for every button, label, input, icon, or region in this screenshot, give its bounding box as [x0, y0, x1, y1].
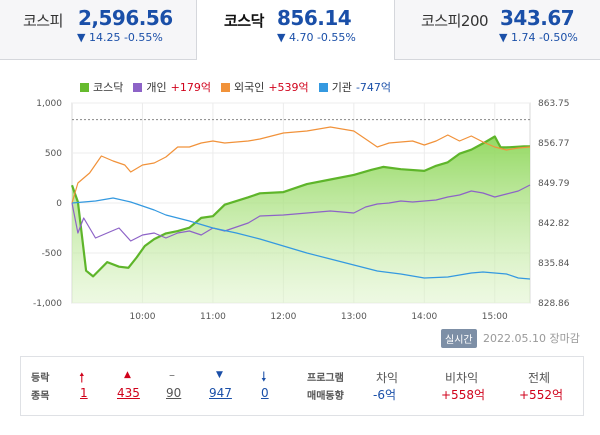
tab-kospi[interactable]: 코스피 2,596.56 ▼ 14.25 -0.55%: [0, 0, 197, 60]
y-right-tick: 835.84: [538, 259, 570, 269]
tab-kospi200-name: 코스피200: [421, 12, 489, 30]
lower-limit-icon: 🠗: [261, 370, 267, 385]
tab-kosdaq-name: 코스닥: [224, 12, 264, 30]
rise-icon: ▲: [124, 370, 131, 380]
realtime-badge[interactable]: 실시간: [441, 329, 477, 348]
flat-icon: –: [169, 368, 175, 382]
arbitrage-label: 차익: [376, 371, 399, 385]
non-arbitrage-label: 비차익: [445, 371, 479, 385]
series-lines: [70, 126, 531, 280]
tab-kospi200[interactable]: 코스피200 343.67 ▼ 1.74 -0.50%: [394, 0, 600, 60]
x-tick: 13:00: [341, 312, 367, 322]
upper-limit-count[interactable]: 1: [80, 386, 88, 400]
legend-foreign-swatch: [220, 82, 230, 92]
y-right-tick: 849.79: [538, 179, 570, 189]
legend-individual: 개인 +179억: [133, 79, 211, 95]
y-axis-left: 1,000 500 0 -500 -1,000: [33, 99, 62, 309]
non-arbitrage-value: +558억: [441, 388, 485, 402]
market-breadth-panel: 등락 종목 🠕 1 ▲ 435 – 90 ▼ 947 🠗 0 프로그램 매매동향…: [20, 356, 584, 416]
tab-kospi200-change: ▼ 1.74 -0.50%: [499, 31, 578, 44]
y-left-tick: -500: [42, 249, 63, 259]
x-tick: 15:00: [482, 312, 508, 322]
tab-kosdaq-value: 856.14: [277, 6, 352, 30]
breadth-label-1: 등락: [31, 373, 50, 384]
tab-kospi-change: ▼ 14.25 -0.55%: [77, 31, 163, 44]
chart-legend: 코스닥 개인 +179억 외국인 +539억 기관 -747억: [80, 79, 391, 95]
tab-kosdaq-change: ▼ 4.70 -0.55%: [277, 31, 356, 44]
fall-count[interactable]: 947: [209, 386, 232, 400]
legend-institution-label: 기관: [331, 81, 352, 94]
legend-foreign-value: +539억: [268, 81, 309, 94]
arbitrage-value: -6억: [373, 388, 397, 402]
institution-line: [71, 197, 531, 280]
y-left-tick: 0: [56, 199, 62, 209]
x-tick: 12:00: [270, 312, 296, 322]
market-date: 2022.05.10 장마감: [483, 332, 580, 345]
fall-icon: ▼: [216, 370, 223, 380]
legend-individual-value: +179억: [170, 81, 211, 94]
y-left-tick: -1,000: [33, 299, 62, 309]
tab-kospi-name: 코스피: [23, 12, 63, 30]
tab-kosdaq[interactable]: 코스닥 856.14 ▼ 4.70 -0.55%: [197, 0, 394, 60]
foreign-line: [71, 126, 531, 204]
x-axis: 10:00 11:00 12:00 13:00 14:00 15:00: [129, 312, 508, 322]
y-left-tick: 1,000: [36, 99, 62, 109]
kosdaq-area: [72, 136, 530, 303]
legend-individual-label: 개인: [146, 81, 167, 94]
legend-institution: 기관 -747억: [318, 79, 392, 95]
program-label-2: 매매동향: [307, 391, 344, 402]
y-right-tick: 856.77: [538, 139, 570, 149]
legend-kosdaq: 코스닥: [80, 79, 123, 95]
x-tick: 10:00: [129, 312, 155, 322]
individual-line: [71, 184, 531, 242]
kosdaq-line: [70, 135, 530, 278]
legend-institution-swatch: [318, 82, 328, 92]
y-right-tick: 863.75: [538, 99, 570, 109]
tab-kospi200-value: 343.67: [500, 6, 575, 30]
legend-individual-swatch: [133, 82, 143, 92]
x-tick: 14:00: [411, 312, 437, 322]
flat-count[interactable]: 90: [166, 386, 182, 400]
y-right-tick: 828.86: [538, 299, 570, 309]
legend-foreign-label: 외국인: [233, 81, 265, 94]
x-tick: 11:00: [200, 312, 226, 322]
rise-count[interactable]: 435: [117, 386, 140, 400]
legend-kosdaq-label: 코스닥: [93, 81, 124, 94]
total-label: 전체: [528, 371, 551, 385]
breadth-label-2: 종목: [31, 391, 50, 402]
total-value: +552억: [519, 388, 563, 402]
tab-kospi-value: 2,596.56: [78, 6, 173, 30]
y-axis-right: 863.75 856.77 849.79 842.82 835.84 828.86: [538, 99, 570, 309]
upper-limit-icon: 🠕: [79, 371, 85, 386]
index-tabs: 코스피 2,596.56 ▼ 14.25 -0.55% 코스닥 856.14 ▼…: [0, 0, 600, 60]
legend-institution-value: -747억: [355, 81, 392, 94]
legend-foreign: 외국인 +539억: [220, 79, 309, 95]
lower-limit-count[interactable]: 0: [261, 386, 269, 400]
program-label-1: 프로그램: [307, 373, 344, 384]
y-right-tick: 842.82: [538, 219, 570, 229]
legend-kosdaq-swatch: [80, 82, 89, 92]
y-left-tick: 500: [45, 149, 62, 159]
